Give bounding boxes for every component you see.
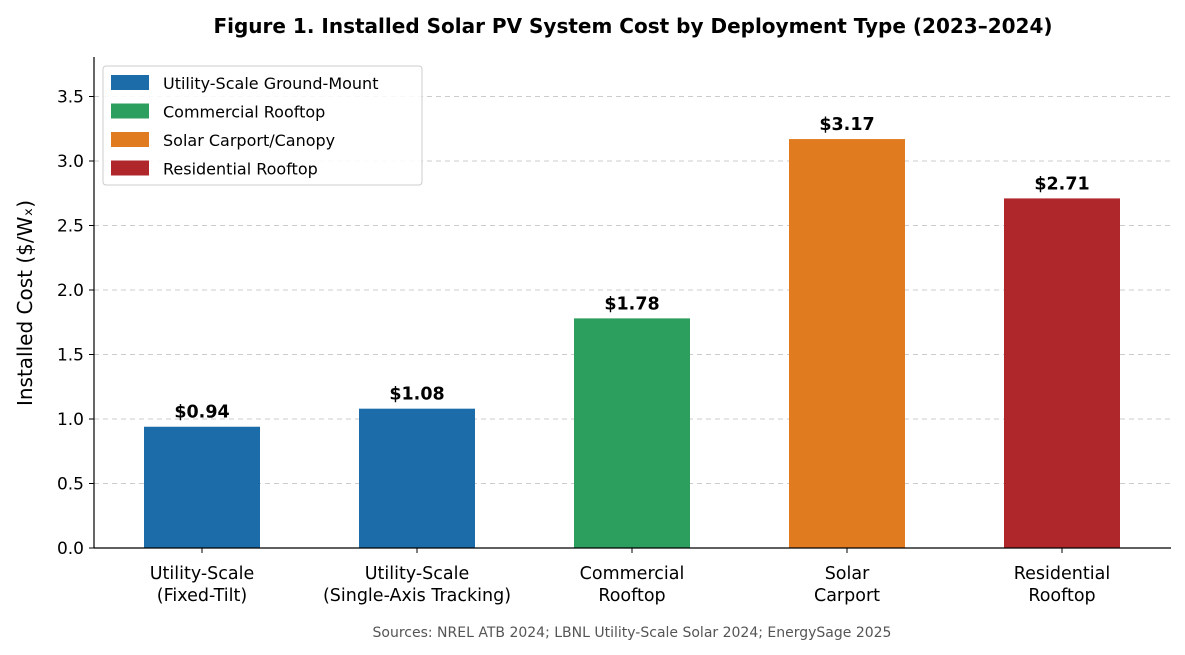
legend-label: Solar Carport/Canopy [163, 131, 335, 150]
x-tick-label: Utility-Scale [365, 564, 470, 584]
x-tick-label: (Single-Axis Tracking) [323, 586, 511, 606]
y-tick-label: 3.0 [57, 152, 84, 172]
legend-swatch [111, 75, 149, 90]
bar [359, 408, 475, 548]
data-label: $0.94 [174, 403, 229, 423]
y-tick-label: 1.0 [57, 410, 84, 430]
x-tick-label: (Fixed-Tilt) [157, 586, 247, 606]
legend-swatch [111, 103, 149, 119]
x-tick-label: Rooftop [1028, 586, 1095, 606]
y-tick-label: 1.5 [57, 346, 84, 366]
y-tick-label: 0.5 [57, 475, 84, 495]
data-label: $2.71 [1034, 174, 1089, 194]
x-axis-ticks: Utility-Scale(Fixed-Tilt)Utility-Scale(S… [150, 548, 1110, 606]
bars [144, 139, 1120, 548]
data-label: $1.08 [389, 385, 444, 405]
chart-title: Figure 1. Installed Solar PV System Cost… [213, 14, 1052, 38]
x-tick-label: Utility-Scale [150, 564, 255, 584]
legend-swatch [111, 132, 149, 147]
data-label: $3.17 [819, 115, 874, 135]
legend: Utility-Scale Ground-Mount Commercial Roo… [102, 65, 423, 186]
data-labels: $0.94 $1.08 $1.78 $3.17 $2.71 [174, 115, 1089, 423]
data-label: $1.78 [604, 294, 659, 314]
x-tick-label: Residential [1014, 564, 1110, 584]
x-tick-label: Rooftop [598, 586, 665, 606]
y-tick-label: 2.5 [57, 217, 84, 237]
y-tick-label: 2.0 [57, 281, 84, 301]
y-axis-label: Installed Cost ($/Wₓ) [13, 200, 37, 406]
legend-label: Utility-Scale Ground-Mount [163, 74, 378, 93]
legend-label: Commercial Rooftop [163, 103, 325, 122]
legend-label: Residential Rooftop [163, 160, 318, 179]
bar [574, 318, 690, 548]
bar [1004, 198, 1120, 548]
source-note: Sources: NREL ATB 2024; LBNL Utility-Sca… [373, 625, 892, 641]
x-tick-label: Commercial [580, 564, 685, 584]
x-tick-label: Solar [825, 564, 870, 584]
bar [144, 426, 260, 548]
bar [789, 139, 905, 548]
y-tick-label: 3.5 [57, 88, 84, 108]
legend-box [102, 65, 423, 186]
legend-swatch [111, 160, 149, 176]
y-axis-ticks: 0.0 0.5 1.0 1.5 2.0 2.5 3.0 3.5 [57, 88, 94, 559]
y-tick-label: 0.0 [57, 539, 84, 559]
x-tick-label: Carport [814, 586, 880, 606]
